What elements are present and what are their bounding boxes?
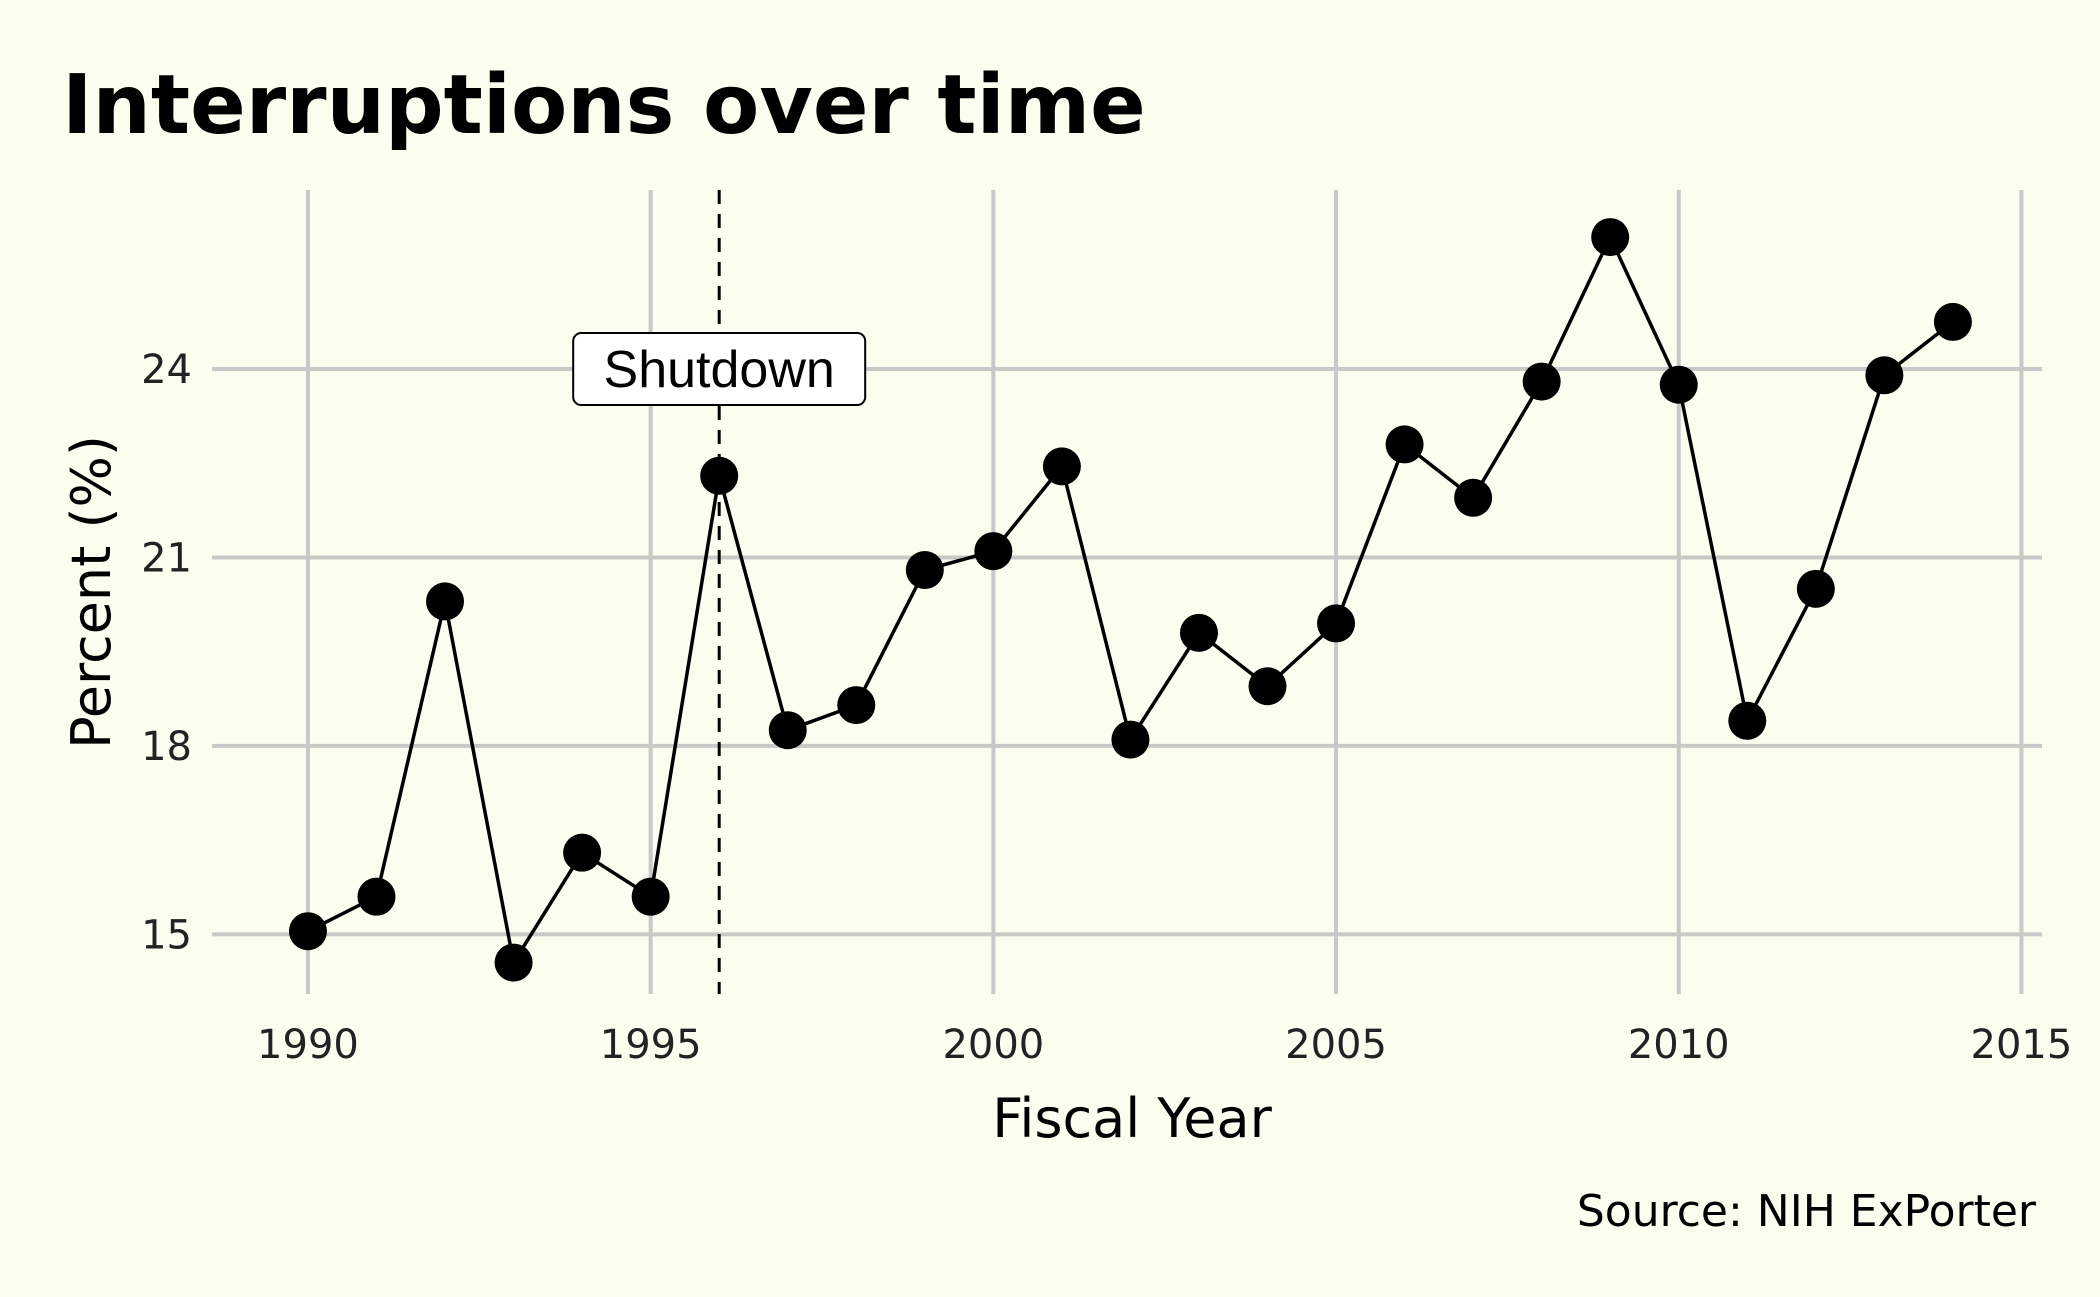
data-point xyxy=(1522,362,1561,401)
data-point xyxy=(631,877,670,916)
data-point xyxy=(1179,613,1218,652)
shutdown-label-box xyxy=(572,332,867,407)
data-point xyxy=(1796,569,1835,608)
x-tick-label: 1995 xyxy=(600,1022,702,1068)
data-point xyxy=(357,877,396,916)
shutdown-label: Shutdown xyxy=(604,341,835,399)
annotation-layer: Shutdown xyxy=(572,190,867,994)
data-point xyxy=(494,943,533,982)
data-point xyxy=(288,912,327,951)
x-tick-labels: 1990 1995 2000 2005 2010 2015 xyxy=(257,1022,2072,1068)
series-points-layer xyxy=(288,218,1972,982)
data-point xyxy=(1042,447,1081,486)
data-point xyxy=(768,711,807,750)
x-axis-label: Fiscal Year xyxy=(992,1087,1272,1150)
y-axis-label: Percent (%) xyxy=(60,435,123,749)
x-tick-label: 2000 xyxy=(942,1022,1044,1068)
y-tick-label: 15 xyxy=(141,912,192,958)
x-gridlines xyxy=(305,190,2024,994)
x-tick-label: 2010 xyxy=(1628,1022,1730,1068)
data-point xyxy=(426,582,465,621)
data-point xyxy=(1248,667,1287,706)
data-point xyxy=(1385,425,1424,464)
data-point xyxy=(837,686,876,725)
y-gridlines xyxy=(212,367,2042,937)
y-tick-label: 18 xyxy=(141,724,192,770)
data-point xyxy=(974,532,1013,571)
data-point xyxy=(1317,604,1356,643)
chart-title: Interruptions over time xyxy=(62,58,1146,153)
y-tick-labels: 15 18 21 24 xyxy=(141,347,192,958)
data-point xyxy=(1933,302,1972,341)
data-point xyxy=(1454,478,1493,517)
data-point xyxy=(563,833,602,872)
data-point xyxy=(1728,701,1767,740)
data-point xyxy=(1865,356,1904,395)
data-point xyxy=(1591,218,1630,257)
x-tick-label: 2005 xyxy=(1285,1022,1387,1068)
x-tick-label: 2015 xyxy=(1971,1022,2073,1068)
chart-caption: Source: NIH ExPorter xyxy=(1577,1186,2037,1237)
data-point xyxy=(700,456,739,495)
data-point xyxy=(905,551,944,590)
data-point xyxy=(1659,365,1698,404)
data-point xyxy=(1111,720,1150,759)
x-tick-label: 1990 xyxy=(257,1022,359,1068)
y-tick-label: 24 xyxy=(141,347,192,393)
y-tick-label: 21 xyxy=(141,535,192,581)
